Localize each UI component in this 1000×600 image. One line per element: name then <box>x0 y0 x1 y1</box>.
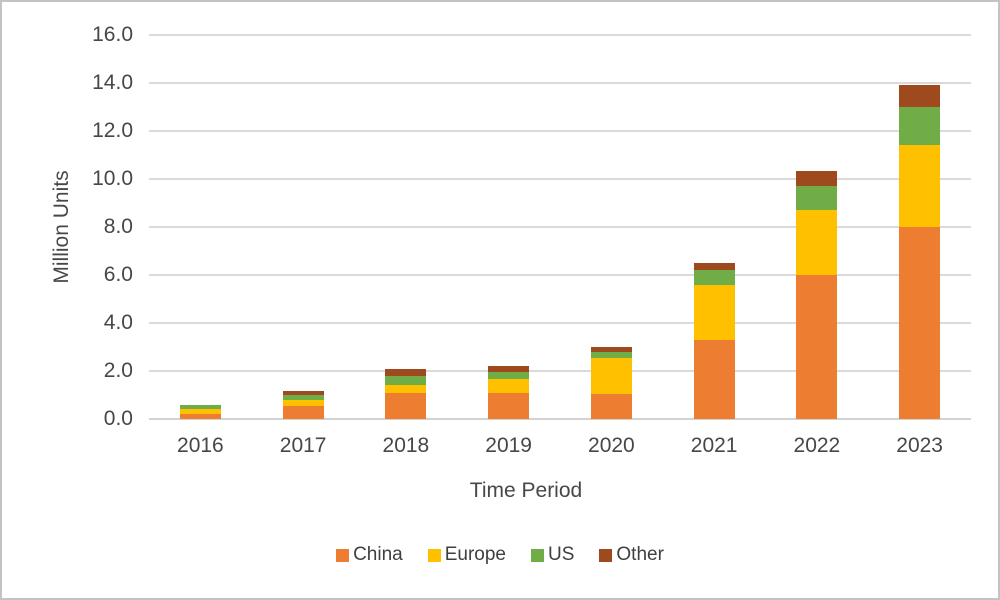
segment-europe-2017 <box>282 399 324 406</box>
segment-other-2022 <box>796 170 838 187</box>
y-tick-label-0.0: 0.0 <box>103 407 133 430</box>
segment-us-2022 <box>796 186 838 211</box>
gridline-8 <box>149 226 971 228</box>
gridline-6 <box>149 274 971 276</box>
legend-swatch-europe <box>427 548 441 562</box>
gridline-12 <box>149 130 971 132</box>
y-tick-label-10.0: 10.0 <box>92 167 133 190</box>
legend-swatch-other <box>599 548 613 562</box>
x-tick-label-2023: 2023 <box>896 434 943 457</box>
segment-europe-2022 <box>796 210 838 275</box>
x-tick-label-2019: 2019 <box>485 434 532 457</box>
y-tick-label-2.0: 2.0 <box>103 359 133 382</box>
legend-label-other: Other <box>616 544 664 565</box>
segment-us-2019 <box>488 372 530 380</box>
y-tick-label-16.0: 16.0 <box>92 23 133 46</box>
legend-swatch-us <box>531 548 544 562</box>
segment-other-2017 <box>282 391 324 395</box>
segment-china-2020 <box>590 393 632 419</box>
segment-china-2018 <box>385 392 427 419</box>
segment-us-2020 <box>590 351 632 358</box>
gridline-16 <box>149 34 971 36</box>
legend-swatch-china <box>336 548 350 562</box>
segment-other-2021 <box>693 263 735 271</box>
x-tick-label-2018: 2018 <box>382 434 430 457</box>
segment-china-2022 <box>796 275 838 419</box>
x-axis-line <box>149 418 971 420</box>
segment-europe-2020 <box>590 357 632 394</box>
segment-other-2023 <box>899 85 941 107</box>
segment-europe-2019 <box>488 379 530 393</box>
segment-us-2018 <box>385 375 427 386</box>
x-tick-label-2016: 2016 <box>177 434 224 457</box>
y-tick-label-8.0: 8.0 <box>103 215 133 238</box>
segment-other-2018 <box>385 368 427 376</box>
y-tick-label-14.0: 14.0 <box>92 71 133 94</box>
x-tick-label-2017: 2017 <box>279 434 327 457</box>
legend: China Europe US Other <box>2 545 998 565</box>
x-tick-label-2021: 2021 <box>690 434 738 457</box>
gridline-4 <box>149 322 971 324</box>
segment-europe-2018 <box>385 385 427 393</box>
segment-other-2019 <box>488 366 530 373</box>
legend-item-europe: Europe <box>427 544 506 565</box>
legend-item-other: Other <box>599 545 664 565</box>
legend-item-us: US <box>531 545 574 565</box>
segment-china-2016 <box>179 414 221 419</box>
segment-other-2020 <box>590 347 632 352</box>
x-tick-label-2022: 2022 <box>793 434 841 457</box>
segment-us-2016 <box>179 404 221 410</box>
legend-item-china: China <box>336 545 403 565</box>
segment-us-2021 <box>693 270 735 285</box>
y-tick-label-6.0: 6.0 <box>103 263 133 286</box>
y-tick-label-12.0: 12.0 <box>92 119 133 142</box>
legend-label-china: China <box>353 544 403 565</box>
legend-label-europe: Europe <box>444 544 506 565</box>
gridline-14 <box>149 82 971 84</box>
segment-us-2023 <box>899 107 941 146</box>
segment-china-2021 <box>693 339 735 419</box>
gridline-10 <box>149 178 971 180</box>
x-axis-title: Time Period <box>469 479 583 502</box>
x-tick-label-2020: 2020 <box>588 434 635 457</box>
segment-europe-2023 <box>899 145 941 227</box>
segment-europe-2021 <box>693 284 735 340</box>
segment-china-2019 <box>488 392 530 419</box>
segment-us-2017 <box>282 395 324 400</box>
gridline-2 <box>149 370 971 372</box>
segment-europe-2016 <box>179 409 221 415</box>
segment-china-2017 <box>282 405 324 419</box>
legend-label-us: US <box>548 544 575 565</box>
segment-china-2023 <box>899 227 941 419</box>
y-tick-label-4.0: 4.0 <box>103 311 133 334</box>
